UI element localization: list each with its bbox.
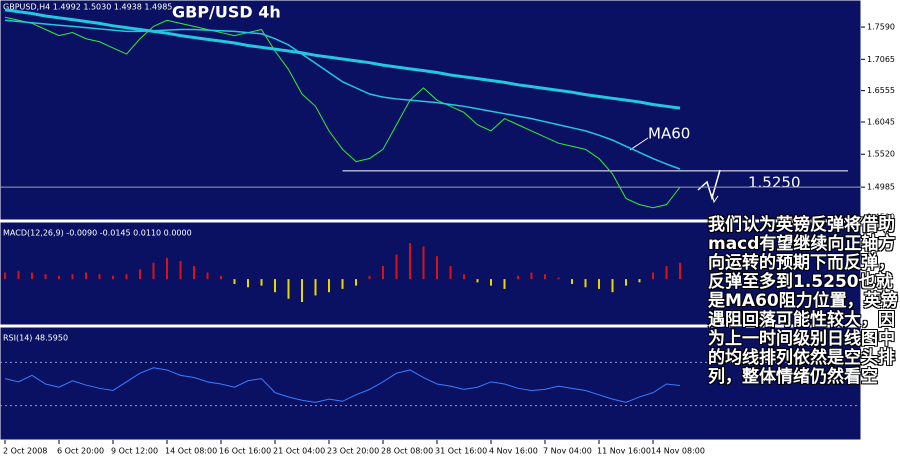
macd-bar [85, 272, 87, 280]
macd-bar [355, 279, 357, 286]
x-tick-label: 7 Nov 04:00 [543, 447, 592, 456]
macd-bar [193, 266, 195, 280]
chart-title: GBP/USD 4h [172, 3, 281, 22]
macd-bar [260, 279, 263, 286]
macd-bar [287, 279, 290, 299]
x-tick-label: 11 Nov 16:00 [597, 447, 651, 456]
forecast-arrow [697, 169, 721, 201]
macd-bar [463, 274, 465, 280]
macd-bar [665, 266, 668, 280]
macd-bar [503, 279, 506, 289]
macd-bar [679, 262, 681, 280]
x-tick-label: 23 Oct 20:00 [327, 447, 379, 456]
macd-bar [328, 279, 330, 293]
x-tick-label: 6 Oct 20:00 [57, 447, 104, 456]
macd-bar [530, 272, 533, 280]
macd-bar [301, 279, 303, 302]
macd-bar [274, 279, 276, 293]
macd-bar [98, 274, 101, 280]
x-tick-label: 28 Oct 08:00 [381, 447, 433, 456]
y-tick-label: 1.6045 [867, 117, 895, 126]
price-line [4, 19, 681, 170]
macd-bar [395, 254, 398, 280]
rsi-header: RSI(14) 48.5950 [3, 334, 68, 343]
macd-bar [409, 243, 411, 280]
macd-bar [125, 274, 128, 280]
macd-bar [31, 272, 33, 280]
ma60-label: MA60 [648, 125, 690, 143]
macd-bar [557, 277, 560, 280]
price-header: GBPUSD,H4 1.4992 1.5030 1.4938 1.4985 [3, 3, 172, 12]
x-tick-label: 31 Oct 16:00 [435, 447, 487, 456]
macd-bar [368, 275, 371, 280]
macd-bar [544, 274, 546, 280]
y-tick-label: 1.5520 [867, 150, 895, 159]
macd-bar [233, 279, 236, 284]
macd-bar [314, 279, 317, 296]
y-tick-label: 1.6555 [867, 86, 895, 95]
macd-bar [436, 256, 438, 280]
price-line [4, 8, 681, 110]
macd-bar [179, 261, 182, 280]
macd-bar [571, 279, 573, 284]
annotation-text: 我们认为英镑反弹将借助macd有望继续向正轴方向运转的预期下而反弹，反弹至多到1… [708, 215, 898, 387]
price-line [4, 16, 681, 209]
rsi-panel [0, 326, 862, 441]
macd-bar [476, 279, 479, 283]
macd-panel [0, 221, 862, 326]
macd-bar [611, 279, 614, 293]
macd-bar [490, 279, 492, 286]
macd-bar [71, 274, 74, 280]
macd-bar [206, 272, 209, 280]
macd-bar [598, 279, 600, 289]
macd-bar [152, 262, 155, 280]
x-tick-label: 2 Oct 2008 [3, 447, 47, 456]
macd-bar [112, 275, 114, 280]
x-tick-label: 9 Oct 12:00 [111, 447, 158, 456]
x-tick-label: 4 Nov 16:00 [489, 447, 538, 456]
macd-bar [652, 272, 654, 280]
resistance-label: 1.5250 [748, 173, 801, 191]
y-tick-label: 1.7065 [867, 55, 895, 64]
macd-bar [449, 266, 452, 280]
macd-bar [517, 275, 519, 280]
ma60-pointer [629, 137, 649, 151]
macd-bar [247, 279, 249, 288]
macd-bar [422, 246, 425, 280]
macd-bar [382, 266, 384, 280]
rsi-line [4, 367, 681, 403]
macd-bar [4, 272, 6, 280]
macd-bar [139, 269, 141, 280]
macd-bar [17, 270, 20, 280]
macd-bar [341, 279, 344, 289]
arrow-head [711, 193, 719, 204]
y-tick-label: 1.4985 [867, 183, 895, 192]
x-tick-label: 16 Oct 16:00 [219, 447, 271, 456]
macd-bar [44, 274, 47, 280]
price-panel [0, 0, 862, 221]
y-tick-label: 1.7590 [867, 23, 895, 32]
macd-bar [220, 275, 222, 280]
x-tick-label: 14 Nov 08:00 [651, 447, 705, 456]
x-tick-label: 21 Oct 04:00 [273, 447, 325, 456]
macd-header: MACD(12,26,9) -0.0090 -0.0145 0.0110 0.0… [3, 229, 192, 238]
macd-bar [166, 257, 168, 280]
x-tick-label: 14 Oct 08:00 [165, 447, 217, 456]
macd-bar [625, 279, 627, 286]
macd-bar [584, 279, 587, 288]
macd-bar [58, 275, 60, 280]
macd-bar [638, 279, 641, 283]
y-tick-label: 1.4500 [867, 212, 895, 221]
